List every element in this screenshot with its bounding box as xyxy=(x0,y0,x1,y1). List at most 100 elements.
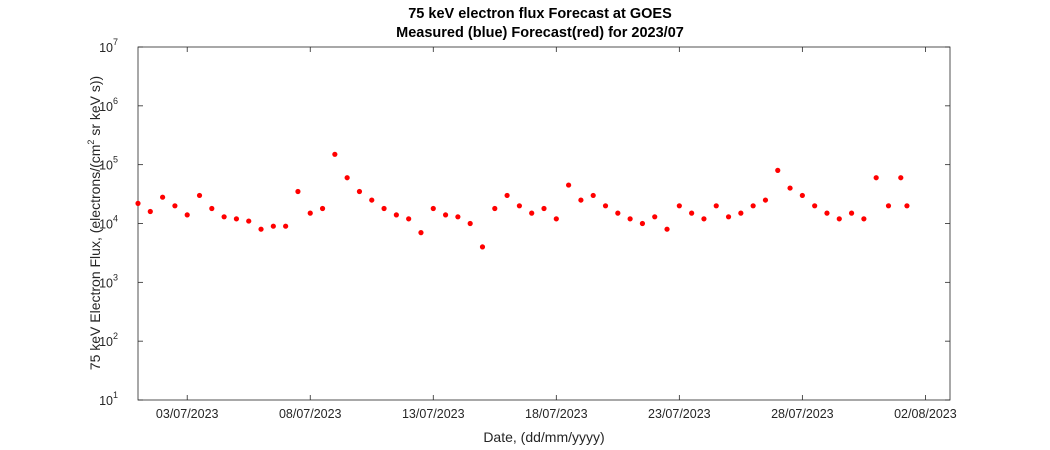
data-point xyxy=(848,210,855,216)
y-tick-label: 105 xyxy=(99,155,118,173)
data-point xyxy=(824,210,830,216)
y-tick-label: 104 xyxy=(99,214,118,232)
data-point xyxy=(369,197,375,203)
data-point xyxy=(184,212,190,218)
data-point xyxy=(738,210,744,216)
y-tick-exponent: 1 xyxy=(113,390,118,400)
x-tick-label: 02/08/2023 xyxy=(894,407,957,421)
y-tick-exponent: 3 xyxy=(113,272,118,282)
data-point xyxy=(160,194,166,200)
chart-title: 75 keV electron flux Forecast at GOES xyxy=(408,6,672,22)
data-point xyxy=(775,167,781,173)
data-point xyxy=(196,192,203,199)
data-point xyxy=(578,197,584,203)
x-tick-label: 03/07/2023 xyxy=(156,407,219,421)
data-point xyxy=(233,216,240,222)
x-tick-label: 08/07/2023 xyxy=(279,407,342,421)
plot-area xyxy=(137,46,951,401)
data-point xyxy=(270,223,276,229)
y-tick-base: 10 xyxy=(99,335,113,349)
data-point xyxy=(319,205,326,212)
y-axis-label-sup: 2 xyxy=(86,140,96,145)
data-point xyxy=(442,212,449,218)
y-tick-base: 10 xyxy=(99,100,113,114)
y-tick-base: 10 xyxy=(99,159,113,173)
data-point xyxy=(147,208,153,215)
data-point xyxy=(627,216,633,222)
y-tick-exponent: 4 xyxy=(113,214,118,224)
data-point xyxy=(455,214,461,220)
data-point xyxy=(467,220,473,227)
data-point xyxy=(516,203,522,209)
data-point xyxy=(246,218,252,224)
data-point xyxy=(652,214,658,220)
data-point xyxy=(135,200,141,206)
data-point xyxy=(602,203,609,209)
y-tick-base: 10 xyxy=(99,276,113,290)
y-axis-label-tail: sr keV s)) xyxy=(87,76,103,140)
data-point xyxy=(836,216,842,222)
y-tick-exponent: 5 xyxy=(113,155,118,165)
data-point xyxy=(885,203,892,209)
data-point xyxy=(812,203,818,209)
y-axis-label: 75 keV Electron Flux, (electrons/(cm2 sr… xyxy=(86,76,103,370)
data-point xyxy=(701,216,707,222)
y-tick-exponent: 7 xyxy=(113,37,118,47)
x-axis-label: Date, (dd/mm/yyyy) xyxy=(483,429,604,445)
data-point xyxy=(799,192,805,199)
data-point xyxy=(344,175,350,181)
data-point xyxy=(541,205,547,212)
data-point xyxy=(664,226,670,232)
chart-subtitle: Measured (blue) Forecast(red) for 2023/0… xyxy=(396,25,684,41)
data-point xyxy=(676,203,682,209)
data-point xyxy=(418,230,424,236)
data-point xyxy=(332,151,338,157)
x-axis: 03/07/2023 08/07/2023 13/07/2023 18/07/2023… xyxy=(156,47,957,421)
data-point xyxy=(553,216,559,222)
y-tick-base: 10 xyxy=(99,394,113,408)
data-point xyxy=(381,205,387,212)
y-tick-label: 107 xyxy=(99,37,118,55)
data-point xyxy=(307,210,313,216)
data-point xyxy=(566,182,572,188)
y-tick-label: 103 xyxy=(99,272,118,290)
data-point xyxy=(750,203,756,209)
x-tick-label: 23/07/2023 xyxy=(648,407,711,421)
data-point xyxy=(639,220,646,227)
data-point xyxy=(861,216,867,222)
y-tick-label: 101 xyxy=(99,390,118,408)
data-point xyxy=(615,210,621,216)
data-point xyxy=(713,203,719,209)
y-tick-exponent: 2 xyxy=(113,331,118,341)
y-tick-label: 106 xyxy=(99,96,118,114)
data-point xyxy=(430,205,436,212)
data-point xyxy=(904,203,910,209)
y-tick-exponent: 6 xyxy=(113,96,118,106)
data-point xyxy=(209,205,215,212)
x-tick-label: 28/07/2023 xyxy=(771,407,834,421)
y-tick-label: 102 xyxy=(99,331,118,349)
data-point xyxy=(221,214,227,220)
data-point xyxy=(873,175,879,181)
data-point xyxy=(479,244,486,250)
x-tick-label: 13/07/2023 xyxy=(402,407,465,421)
y-tick-base: 10 xyxy=(99,218,113,232)
data-point xyxy=(898,175,904,181)
data-point xyxy=(529,210,535,216)
data-point xyxy=(725,214,732,220)
data-point xyxy=(172,203,178,209)
data-point xyxy=(787,185,793,191)
data-point xyxy=(295,188,301,195)
y-tick-base: 10 xyxy=(99,41,113,55)
data-point xyxy=(283,223,289,229)
data-point xyxy=(258,226,264,232)
data-point xyxy=(590,192,596,199)
y-axis-label-main: 75 keV Electron Flux, (electrons/(cm xyxy=(87,145,103,371)
data-point xyxy=(492,205,498,212)
data-point xyxy=(356,188,363,195)
data-point xyxy=(762,197,769,203)
data-point xyxy=(393,212,399,218)
x-tick-label: 18/07/2023 xyxy=(525,407,588,421)
